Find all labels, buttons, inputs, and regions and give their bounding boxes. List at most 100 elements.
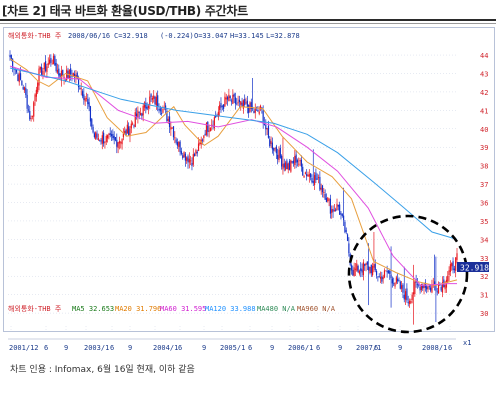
candle-body [350,265,353,271]
candle-body [382,277,384,280]
candle-body [99,140,101,142]
candle-body [317,177,320,179]
ma60-line [9,65,457,287]
candle-body [327,197,329,202]
candle-body [453,268,455,271]
candle-body [354,268,357,270]
candle-body [29,110,31,120]
y-tick-label: 33 [480,255,488,263]
legend-ma5: MA5 32.653 [72,305,114,313]
candle-body [63,76,65,79]
candle-body [336,203,338,210]
candle-body [124,131,126,134]
candle-body [258,111,260,114]
candle-body [95,132,97,139]
y-tick-label: 38 [480,163,488,171]
legend-ma20: MA20 31.796 [115,305,161,313]
ma120-line [9,67,458,240]
candle-body [92,126,94,133]
moving-average-lines [9,58,458,287]
candle-body [195,150,197,154]
candle-body [312,181,314,183]
y-tick-label: 44 [480,52,488,60]
x-axis-ticks: 2001/12 6 9 2003/1 6 9 2004/1 6 9 2005/1 6 9 2006/1 6… [8,338,456,352]
candle-body [158,108,160,111]
candle-body [389,270,391,274]
candle-body [89,106,92,122]
candle-body [199,142,201,144]
candle-body [104,142,106,143]
candle-body [391,278,393,284]
candle-body [182,155,184,159]
info-line: 해외통화-THB 주 2008/06/16 C=32.918 (-0.224) … [8,31,300,40]
candle-body [411,294,413,300]
candle-body [345,230,347,232]
candle-body [299,160,301,162]
candle-body [58,68,60,76]
candle-body [310,173,312,178]
candle-body [223,104,225,109]
x-tick-label: 9 [398,344,402,352]
candle-body [133,125,135,127]
candle-body [62,69,64,77]
candle-body [172,126,175,138]
candle-body [26,94,28,109]
candle-body [21,80,23,85]
candle-body [265,125,267,130]
candle-body [209,127,212,131]
candle-body [197,143,200,152]
candle-body [323,192,325,193]
candle-body [238,99,241,103]
candle-body [224,96,226,107]
x-tick-label: 6 [178,344,182,352]
candle-body [220,102,222,108]
candle-body [290,160,292,172]
candle-body [134,112,136,128]
candle-body [23,87,26,91]
candle-body [303,175,305,178]
candle-body [440,286,442,291]
candle-body [166,110,168,121]
candle-body [234,97,237,104]
candle-body [146,106,148,110]
candle-body [375,271,378,276]
candle-body [245,102,247,104]
ma20-line [9,58,458,287]
candle-body [192,154,194,165]
candle-body [282,163,284,170]
candle-body [232,94,234,104]
candle-body [402,284,404,293]
candle-body [426,286,428,290]
candle-body [150,94,152,98]
candle-body [161,113,163,114]
candle-body [188,158,190,163]
candle-body [50,57,52,63]
candle-body [319,176,321,190]
candle-body [31,116,34,117]
candle-body [142,105,144,116]
candle-body [291,161,293,163]
info-high: H=33.145 [230,32,264,40]
candle-body [414,281,416,295]
candle-body [39,66,41,70]
candle-body [381,276,383,282]
candle-body [348,243,350,254]
candle-body [132,123,134,125]
x-tick-label: 2005/1 [220,344,245,352]
candle-body [12,58,14,69]
candle-body [42,70,44,75]
candle-body [344,221,346,233]
candle-body [270,141,272,144]
candle-body [228,94,230,102]
candle-body [120,142,122,144]
candle-body [281,155,283,167]
candle-body [408,300,411,304]
candle-body [240,101,242,105]
candle-body [126,124,128,134]
title-divider [0,19,496,21]
candle-body [48,59,51,64]
x-tick-label: 2006/1 [288,344,313,352]
chart-frame [3,27,495,332]
candle-body [410,300,412,304]
candle-body [267,125,270,138]
